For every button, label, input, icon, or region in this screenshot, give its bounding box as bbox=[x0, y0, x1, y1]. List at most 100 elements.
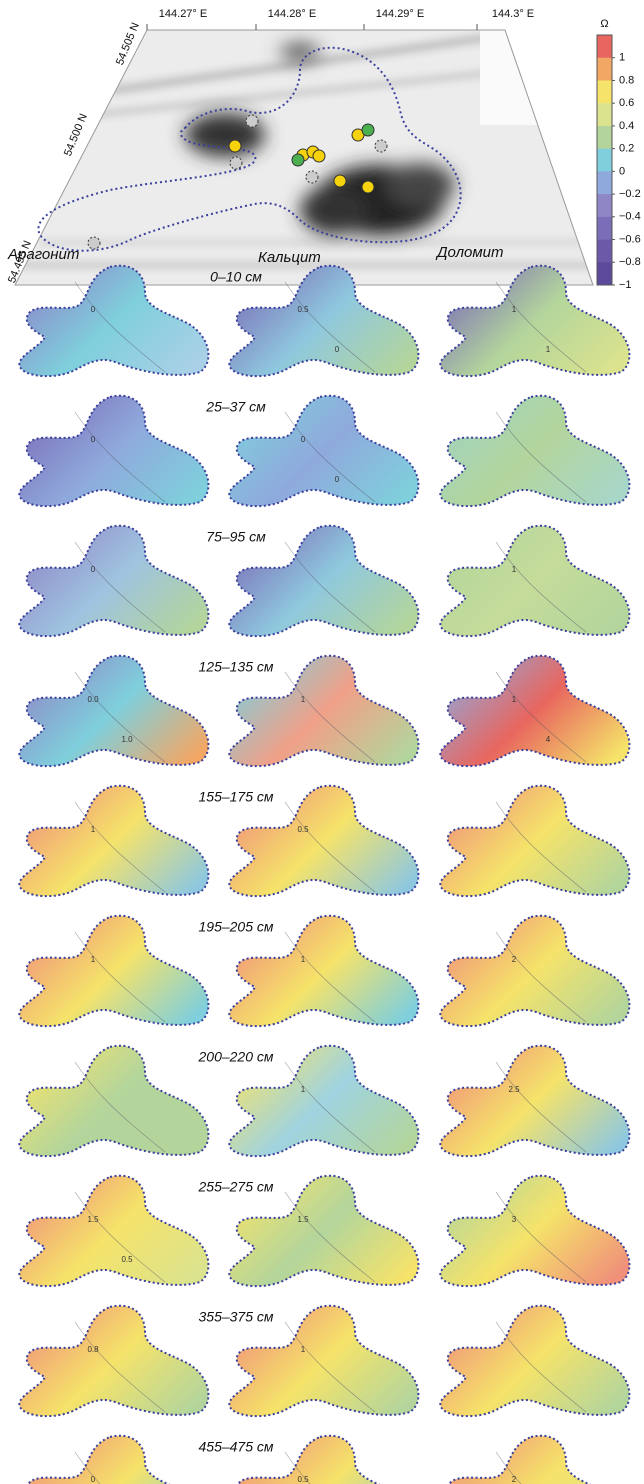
contour-label: 1.0 bbox=[121, 735, 133, 744]
contour-label: 0.5 bbox=[297, 1475, 309, 1484]
colorbar-band bbox=[597, 103, 612, 126]
colorbar-band bbox=[597, 194, 612, 217]
colorbar-tick-label: 1 bbox=[619, 52, 625, 64]
contour-label: 1 bbox=[512, 305, 517, 314]
panel-fill bbox=[440, 526, 629, 636]
contour-label: 1 bbox=[301, 695, 306, 704]
contour-label: 1 bbox=[91, 955, 96, 964]
lon-label: 144.27° E bbox=[159, 8, 207, 20]
lon-label: 144.3° E bbox=[492, 8, 534, 20]
panel-fill bbox=[440, 1176, 629, 1286]
colorbar-symbol: Ω bbox=[600, 18, 608, 30]
saturation-panel: 1.5 0.5 bbox=[19, 1176, 208, 1286]
saturation-panel: 2.5 bbox=[440, 1046, 629, 1156]
depth-label: 125–135 см bbox=[199, 659, 274, 675]
contour-label: 4 bbox=[546, 735, 551, 744]
depth-label: 355–375 см bbox=[199, 1309, 274, 1325]
contour-label: 1.5 bbox=[87, 1215, 99, 1224]
panel-fill bbox=[19, 396, 208, 506]
saturation-panel: 0 bbox=[19, 526, 208, 636]
saturation-panel bbox=[440, 786, 629, 896]
saturation-panel bbox=[440, 396, 629, 506]
panel-fill bbox=[19, 1176, 208, 1286]
saturation-panel: 1 bbox=[19, 916, 208, 1026]
colorbar-tick-label: −0.2 bbox=[619, 188, 641, 200]
panel-fill bbox=[440, 656, 629, 766]
colorbar-tick-label: −0.6 bbox=[619, 233, 641, 245]
depth-label: 195–205 см bbox=[199, 919, 274, 935]
colorbar-tick-label: 0.2 bbox=[619, 143, 634, 155]
contour-label: 0.5 bbox=[297, 305, 309, 314]
contour-label: 0.0 bbox=[87, 695, 99, 704]
contour-label: 2.5 bbox=[508, 1085, 520, 1094]
colorbar-band bbox=[597, 262, 612, 285]
contour-label: 1 bbox=[546, 345, 551, 354]
colorbar-band bbox=[597, 217, 612, 240]
contour-label: 0 bbox=[301, 435, 306, 444]
saturation-panel: 1 bbox=[440, 526, 629, 636]
depth-label: 0–10 см bbox=[210, 269, 262, 285]
depth-label: 155–175 см bbox=[199, 789, 274, 805]
panel-fill bbox=[19, 786, 208, 896]
contour-label: 1 bbox=[91, 825, 96, 834]
contour-label: 0 bbox=[91, 305, 96, 314]
saturation-panel bbox=[440, 1306, 629, 1416]
panel-fill bbox=[19, 1046, 208, 1156]
panel-fill bbox=[19, 656, 208, 766]
contour-label: 0 bbox=[91, 565, 96, 574]
column-header: Кальцит bbox=[258, 249, 321, 266]
contour-label: 1 bbox=[301, 1345, 306, 1354]
contour-label: 0 bbox=[335, 475, 340, 484]
contour-label: 1 bbox=[301, 1085, 306, 1094]
panel-fill bbox=[440, 396, 629, 506]
saturation-panel: 1 bbox=[19, 786, 208, 896]
contour-label: 3 bbox=[512, 1215, 517, 1224]
contour-label: 2 bbox=[512, 955, 517, 964]
depth-label: 75–95 см bbox=[206, 529, 266, 545]
saturation-panel: 3 bbox=[440, 1176, 629, 1286]
saturation-panel: 0 bbox=[19, 396, 208, 506]
contour-label: 2 bbox=[512, 1475, 517, 1484]
figure: Арагонит Кальцит Доломит 144.27° E144.28… bbox=[0, 0, 644, 1484]
colorbar-tick-label: 0.4 bbox=[619, 120, 634, 132]
saturation-panel: 0 bbox=[19, 1436, 208, 1484]
contour-label: 0.5 bbox=[297, 825, 309, 834]
colorbar-band bbox=[597, 149, 612, 172]
depth-label: 455–475 см bbox=[199, 1439, 274, 1455]
colorbar-tick-label: 0.8 bbox=[619, 74, 634, 86]
saturation-panel: 14 bbox=[440, 656, 629, 766]
contour-label: 0.8 bbox=[87, 1345, 99, 1354]
colorbar-tick-label: −0.8 bbox=[619, 256, 641, 268]
depth-label: 200–220 см bbox=[198, 1049, 274, 1065]
colorbar-band bbox=[597, 35, 612, 58]
panel-fill bbox=[19, 916, 208, 1026]
contour-label: 0 bbox=[91, 435, 96, 444]
saturation-panel bbox=[19, 1046, 208, 1156]
lon-label: 144.29° E bbox=[376, 8, 424, 20]
contour-label: 0.5 bbox=[121, 1255, 133, 1264]
contour-label: 0 bbox=[335, 345, 340, 354]
panel-fill bbox=[440, 1306, 629, 1416]
colorbar-band bbox=[597, 58, 612, 81]
column-header: Доломит bbox=[435, 244, 504, 261]
contour-label: 1 bbox=[301, 955, 306, 964]
contour-label: 1.5 bbox=[297, 1215, 309, 1224]
colorbar-tick-label: 0 bbox=[619, 165, 625, 177]
colorbar-tick-label: −1 bbox=[619, 279, 632, 291]
saturation-panel: 2 bbox=[440, 1436, 629, 1484]
colorbar-tick-label: 0.6 bbox=[619, 97, 634, 109]
panel-fill bbox=[440, 1046, 629, 1156]
saturation-panel: 0.0 1.0 bbox=[19, 656, 208, 766]
contour-label: 1 bbox=[512, 565, 517, 574]
panel-fill bbox=[19, 526, 208, 636]
depth-label: 255–275 см bbox=[198, 1179, 274, 1195]
depth-label: 25–37 см bbox=[205, 399, 266, 415]
panel-fill bbox=[19, 1306, 208, 1416]
lon-label: 144.28° E bbox=[268, 8, 316, 20]
colorbar-band bbox=[597, 171, 612, 194]
colorbar-band bbox=[597, 80, 612, 103]
saturation-panel: 0.8 bbox=[19, 1306, 208, 1416]
panel-fill bbox=[440, 786, 629, 896]
panel-fill bbox=[440, 916, 629, 1026]
colorbar-tick-label: −0.4 bbox=[619, 211, 641, 223]
